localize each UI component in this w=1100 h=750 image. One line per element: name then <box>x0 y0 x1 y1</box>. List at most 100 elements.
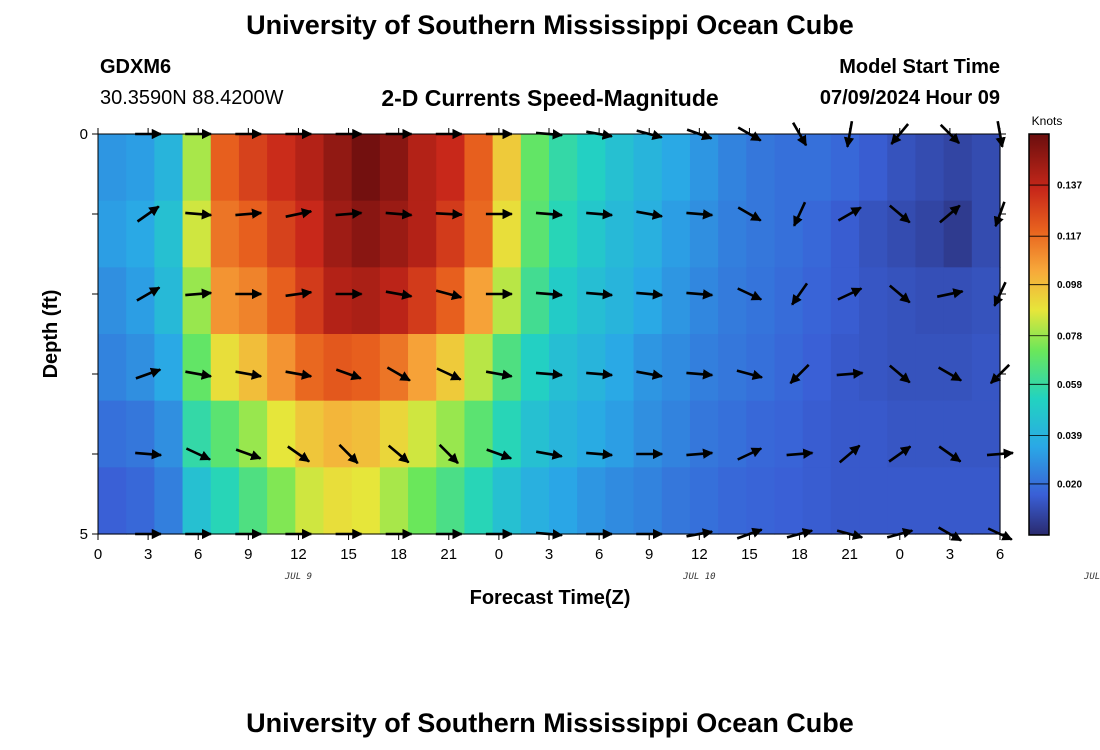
heatmap-cell <box>436 334 466 402</box>
current-vector <box>235 369 263 380</box>
heatmap-cell <box>802 134 832 202</box>
current-vector <box>737 206 762 222</box>
heatmap-cell <box>154 467 184 535</box>
heatmap-cell <box>661 467 691 535</box>
y-axis: 05 <box>80 126 1006 543</box>
current-vector <box>586 289 614 300</box>
heatmap-cell <box>633 134 663 202</box>
heatmap-cell <box>718 200 747 268</box>
heatmap-cell <box>464 267 494 335</box>
heatmap-cell <box>520 134 550 202</box>
heatmap-cell <box>746 267 776 335</box>
colorbar: 0.137 0.117 0.098 0.078 0.059 0.039 0.020 <box>1028 133 1082 536</box>
heatmap-cell <box>943 334 973 402</box>
heatmap-cell <box>464 467 494 535</box>
colorbar-tick-label: 0.137 <box>1057 181 1082 192</box>
heatmap-cell <box>408 200 437 268</box>
colorbar-tick-label: 0.039 <box>1057 431 1082 442</box>
heatmap-cell <box>577 467 606 535</box>
current-vector <box>486 448 513 461</box>
heatmap-cell <box>802 200 832 268</box>
heatmap-cell <box>859 267 888 335</box>
heatmap-cell <box>436 134 466 202</box>
heatmap-cell <box>887 400 917 468</box>
heatmap-cell <box>210 267 240 335</box>
current-vector <box>435 289 463 300</box>
heatmap-cell <box>718 134 747 202</box>
y-tick-label: 0 <box>80 126 88 143</box>
heatmap-cell <box>689 400 719 468</box>
current-vector <box>936 288 964 299</box>
heatmap-cell <box>436 200 466 268</box>
heatmap-cell <box>182 200 212 268</box>
heatmap-cell <box>323 467 353 535</box>
heatmap-cell <box>408 334 437 402</box>
heatmap-cell <box>605 334 635 402</box>
current-vector <box>485 369 513 380</box>
current-vector <box>435 209 463 220</box>
current-vector <box>335 368 362 381</box>
heatmap-cell <box>464 334 494 402</box>
x-tick-label: 0 <box>896 546 904 563</box>
heatmap-cell <box>379 467 409 535</box>
page-title: University of Southern Mississippi Ocean… <box>246 10 854 40</box>
heatmap-cell <box>154 400 184 468</box>
heatmap-cell <box>210 400 240 468</box>
heatmap-cell <box>238 267 268 335</box>
heatmap-cell <box>295 267 325 335</box>
heatmap-cell <box>182 467 212 535</box>
heatmap-cell <box>830 467 860 535</box>
heatmap-cell <box>520 267 550 335</box>
colorbar-tick-label: 0.020 <box>1057 479 1082 490</box>
heatmap-cell <box>971 400 1001 468</box>
current-vector <box>837 287 863 301</box>
heatmap-cell <box>661 267 691 335</box>
heatmap-cell <box>408 267 437 335</box>
x-tick-label: 6 <box>194 546 202 563</box>
heatmap-cell <box>971 200 1001 268</box>
heatmap-cell <box>98 334 127 402</box>
heatmap-cell <box>154 267 184 335</box>
current-vector <box>888 284 911 304</box>
heatmap-cell <box>98 200 127 268</box>
current-vector <box>586 209 614 220</box>
heatmap-cell <box>746 200 776 268</box>
heatmap-cell <box>887 267 917 335</box>
heatmap-cell <box>774 200 804 268</box>
x-axis: 0 3 6 9 12 15 18 21 0 3 6 9 12 15 18 21 0 3 6 JUL 9 JUL 10 JU… <box>94 128 1100 582</box>
heatmap-cell <box>351 200 381 268</box>
current-vector <box>737 287 763 301</box>
heatmap-cell <box>689 267 719 335</box>
heatmap-cell <box>154 200 184 268</box>
current-vector <box>888 364 911 384</box>
heatmap-cell <box>351 267 381 335</box>
current-vector <box>686 448 714 459</box>
heatmap-cell <box>126 467 155 535</box>
current-vector <box>335 208 363 219</box>
station-coords: 30.3590N 88.4200W <box>100 87 284 109</box>
heatmap-cell <box>633 400 663 468</box>
current-vector <box>937 366 963 382</box>
x-tick-label: 0 <box>94 546 102 563</box>
heatmap-cell <box>323 134 353 202</box>
heatmap-cell <box>267 134 296 202</box>
heatmap-cell <box>774 467 804 535</box>
heatmap-cell <box>943 267 973 335</box>
heatmap-cell <box>98 134 127 202</box>
heatmap-cell <box>971 134 1001 202</box>
heatmap-cell <box>210 200 240 268</box>
heatmap-cell <box>98 400 127 468</box>
x-tick-label: 0 <box>495 546 503 563</box>
heatmap-cell <box>238 200 268 268</box>
current-vector <box>535 449 563 460</box>
heatmap-cell <box>464 134 494 202</box>
heatmap-cell <box>633 267 663 335</box>
heatmap-cell <box>549 400 578 468</box>
heatmap-cell <box>830 334 860 402</box>
heatmap-cell <box>633 467 663 535</box>
heatmap-cell <box>661 334 691 402</box>
heatmap-cell <box>351 400 381 468</box>
current-vector <box>135 367 162 380</box>
model-start-time: 07/09/2024 Hour 09 <box>819 87 1000 109</box>
heatmap-cell <box>323 267 353 335</box>
